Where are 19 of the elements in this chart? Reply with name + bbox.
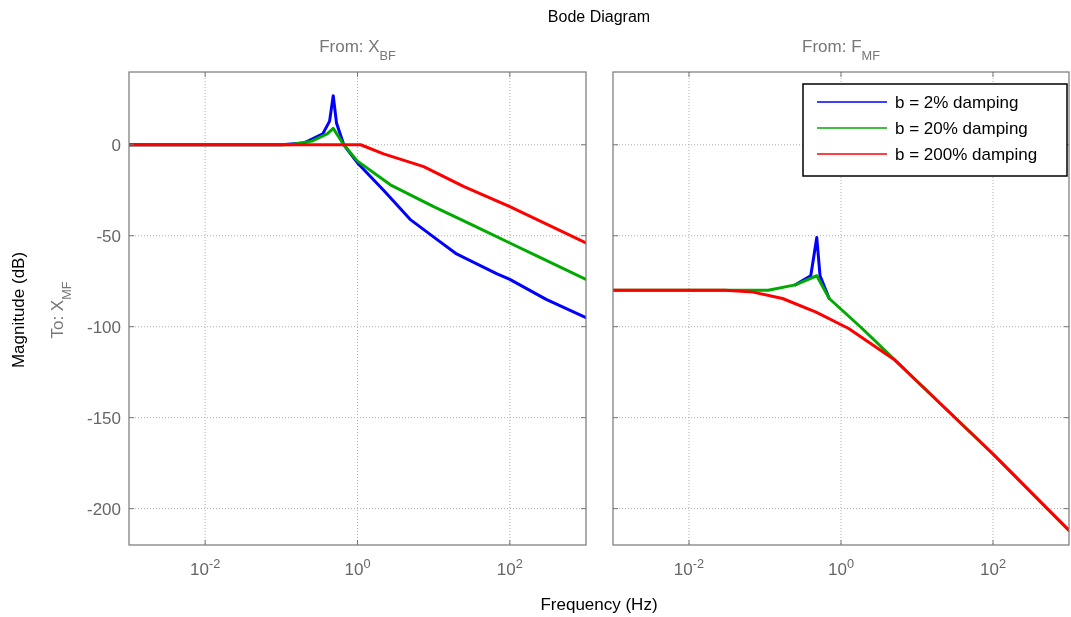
y-tick-label: -150 (86, 408, 121, 428)
y-tick-label: -100 (86, 317, 121, 337)
y-axis-title: Magnitude (dB) (9, 251, 28, 369)
x-tick-label: 10$^{-2}$ (190, 555, 221, 579)
x-axis-title: Frequency (Hz) (540, 595, 658, 614)
x-tick-label: 10$^{0}$ (827, 555, 855, 579)
y-tick-label: 0 (111, 135, 121, 155)
legend-label: b = 2% damping (895, 93, 1019, 112)
chart-title: From: F$_{MF}$ (802, 37, 881, 63)
legend-label: b = 200% damping (895, 145, 1038, 164)
chart-title: From: X$_{BF}$ (319, 37, 397, 63)
y-tick-label: -50 (96, 226, 121, 246)
y-tick-label: -200 (86, 499, 121, 519)
x-tick-label: 10$^{0}$ (344, 555, 371, 579)
x-tick-label: 10$^{2}$ (979, 555, 1007, 579)
x-tick-label: 10$^{-2}$ (673, 555, 705, 579)
text: Bode Diagram (547, 8, 651, 25)
x-tick-label: 10$^{2}$ (496, 555, 523, 579)
legend-label: b = 20% damping (895, 119, 1028, 138)
